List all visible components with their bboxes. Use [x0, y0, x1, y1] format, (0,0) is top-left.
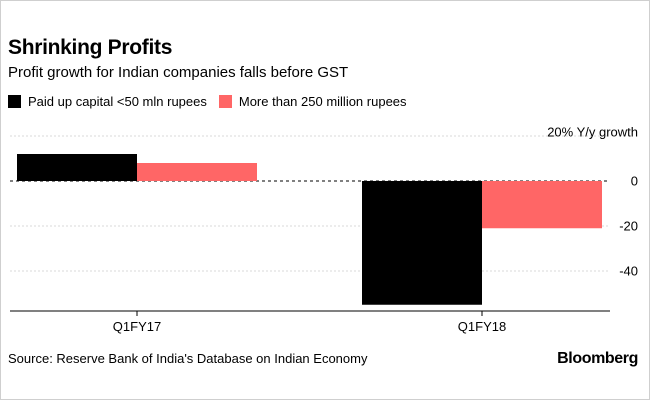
legend-label-small-cap: Paid up capital <50 mln rupees — [28, 93, 207, 109]
bar-q1fy18-series-1 — [482, 181, 602, 229]
bar-q1fy17-series-0 — [17, 154, 137, 181]
y-tick-label: 20% Y/y growth — [547, 125, 638, 140]
bar-q1fy17-series-1 — [137, 163, 257, 181]
y-tick-label: 0 — [631, 174, 638, 189]
bloomberg-logo: Bloomberg — [557, 350, 638, 367]
legend: Paid up capital <50 mln rupees More than… — [8, 92, 419, 110]
legend-swatch-large-cap — [218, 94, 232, 108]
x-tick-label: Q1FY17 — [113, 319, 161, 334]
x-tick-label: Q1FY18 — [458, 319, 506, 334]
chart-subtitle: Profit growth for Indian companies falls… — [8, 64, 349, 81]
legend-swatch-small-cap — [8, 94, 21, 108]
legend-item-small-cap: Paid up capital <50 mln rupees — [8, 94, 207, 109]
legend-item-large-cap: More than 250 million rupees — [218, 93, 407, 109]
chart-title: Shrinking Profits — [8, 36, 173, 59]
y-tick-label: -40 — [619, 264, 638, 279]
source-note: Source: Reserve Bank of India's Database… — [8, 351, 368, 366]
y-tick-label: -20 — [619, 219, 638, 234]
legend-label-large-cap: More than 250 million rupees — [238, 93, 407, 109]
bar-q1fy18-series-0 — [362, 181, 482, 305]
